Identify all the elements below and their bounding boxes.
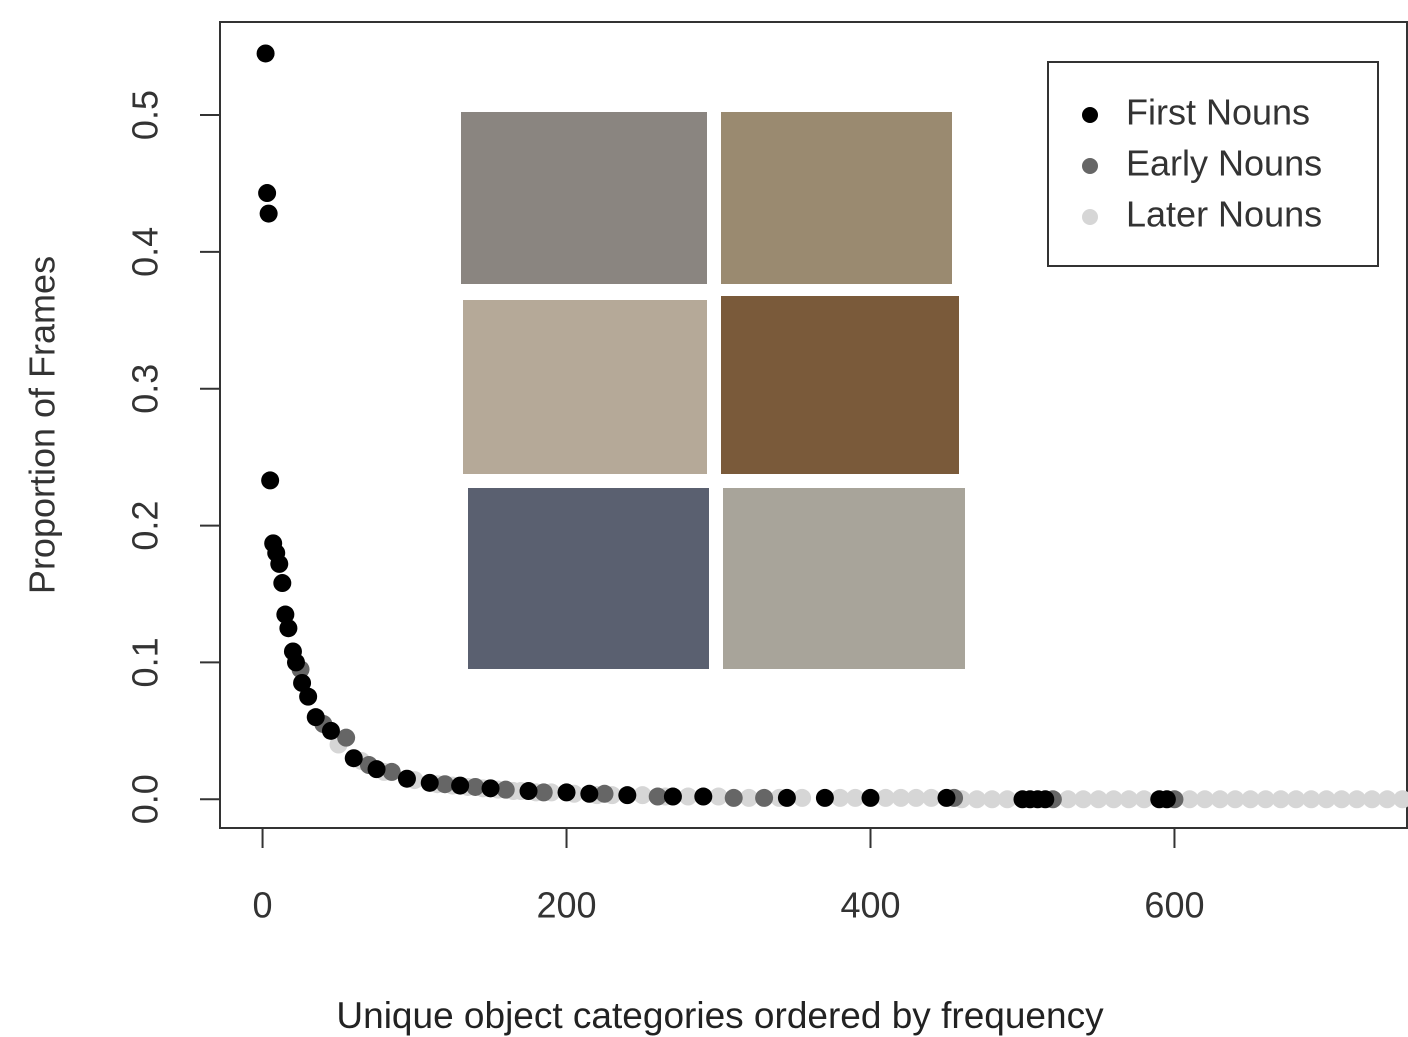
y-tick-label: 0.4 xyxy=(125,227,166,277)
point xyxy=(1393,790,1408,808)
point xyxy=(816,789,834,807)
point xyxy=(497,781,515,799)
x-tick-label: 600 xyxy=(1144,885,1204,926)
y-tick-label: 0.1 xyxy=(125,637,166,687)
y-axis-label: Proportion of Frames xyxy=(22,256,63,594)
x-tick-label: 400 xyxy=(840,885,900,926)
point xyxy=(421,774,439,792)
point xyxy=(451,777,469,795)
series xyxy=(257,44,1176,808)
photo xyxy=(468,488,709,669)
legend-marker xyxy=(1082,158,1098,174)
point xyxy=(1158,790,1176,808)
point xyxy=(436,775,454,793)
x-tick-label: 200 xyxy=(536,885,596,926)
point xyxy=(299,688,317,706)
point xyxy=(258,184,276,202)
legend-label: First Nouns xyxy=(1126,92,1310,133)
point xyxy=(520,782,538,800)
point xyxy=(778,789,796,807)
point xyxy=(618,786,636,804)
legend-label: Later Nouns xyxy=(1126,194,1322,235)
point xyxy=(725,789,743,807)
point xyxy=(558,783,576,801)
chart: Unique object categories ordered by freq… xyxy=(0,0,1408,1037)
point xyxy=(466,778,484,796)
point xyxy=(307,708,325,726)
legend-marker xyxy=(1082,107,1098,123)
point xyxy=(861,789,879,807)
y-tick-label: 0.3 xyxy=(125,364,166,414)
photo-inset xyxy=(461,112,965,669)
point xyxy=(482,779,500,797)
point xyxy=(345,749,363,767)
point xyxy=(270,555,288,573)
photo xyxy=(721,112,952,284)
legend-marker xyxy=(1082,209,1098,225)
point xyxy=(287,653,305,671)
point xyxy=(279,619,297,637)
x-tick-label: 0 xyxy=(253,885,273,926)
x-axis-label: Unique object categories ordered by freq… xyxy=(336,995,1104,1036)
point xyxy=(937,789,955,807)
point xyxy=(322,722,340,740)
point xyxy=(260,205,278,223)
point xyxy=(257,44,275,62)
y-tick-label: 0.0 xyxy=(125,774,166,824)
photo xyxy=(461,112,707,284)
point xyxy=(1036,790,1054,808)
point xyxy=(755,789,773,807)
point xyxy=(398,770,416,788)
photo xyxy=(721,296,959,474)
point xyxy=(580,785,598,803)
legend-label: Early Nouns xyxy=(1126,143,1322,184)
y-tick-label: 0.2 xyxy=(125,501,166,551)
point xyxy=(694,788,712,806)
point xyxy=(535,783,553,801)
y-tick-label: 0.5 xyxy=(125,90,166,140)
point xyxy=(664,788,682,806)
point xyxy=(273,574,291,592)
photo xyxy=(463,300,707,474)
point xyxy=(368,760,386,778)
point xyxy=(261,471,279,489)
photo xyxy=(723,488,965,669)
